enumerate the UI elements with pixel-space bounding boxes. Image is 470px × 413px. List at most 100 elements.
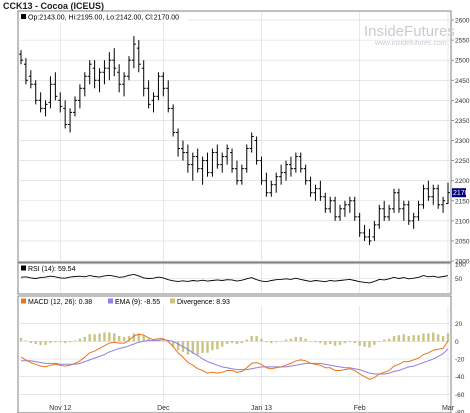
divergence-bar <box>186 341 190 355</box>
macd-tick-label: -60 <box>455 392 465 399</box>
divergence-bar <box>358 341 361 346</box>
divergence-bar <box>353 341 356 344</box>
divergence-bar <box>176 341 180 351</box>
price-bar <box>146 80 151 109</box>
price-bar <box>190 152 195 181</box>
price-bar <box>264 172 269 197</box>
price-tick-label: 2550 <box>455 38 470 45</box>
price-bar <box>38 92 43 113</box>
divergence-bar <box>309 341 312 342</box>
price-bar <box>156 72 161 101</box>
watermark-url: www.insidefutures.com <box>374 40 447 47</box>
divergence-bar <box>216 341 219 350</box>
x-tick-label: Jan 13 <box>251 405 272 412</box>
price-bar <box>342 200 347 217</box>
divergence-bar <box>201 341 204 353</box>
price-bar <box>377 204 382 229</box>
divergence-bar <box>436 334 440 342</box>
rsi-tick-label: 50 <box>455 276 463 283</box>
ohlc-close: Cl:2170.00 <box>145 15 179 22</box>
price-bar <box>392 188 397 213</box>
divergence-histogram <box>19 332 450 355</box>
divergence-bar <box>387 338 391 342</box>
price-bar <box>426 180 431 201</box>
price-bar <box>220 152 225 173</box>
divergence-bar <box>117 336 121 342</box>
divergence-bar <box>73 340 77 342</box>
price-tick-label: 2400 <box>455 98 470 105</box>
watermark-brand: InsideFutures <box>364 23 455 40</box>
divergence-bar <box>412 335 415 342</box>
price-tick-label: 2250 <box>455 158 470 165</box>
price-bar <box>308 176 313 197</box>
price-bar <box>279 164 284 185</box>
price-bar <box>347 196 352 213</box>
divergence-bar <box>225 341 229 344</box>
divergence-bar <box>39 341 42 345</box>
divergence-bar <box>221 341 224 347</box>
macd-tick-label: -80 <box>455 410 465 413</box>
price-bar <box>63 100 68 129</box>
price-bar <box>72 96 77 117</box>
divergence-bar <box>63 341 67 344</box>
x-tick-label: Mar <box>442 405 455 412</box>
price-bar <box>318 180 323 201</box>
macd-axis: -80 -60 -40 -20 0 20 <box>455 321 465 413</box>
divergence-bar <box>127 336 131 342</box>
price-bar <box>328 196 333 213</box>
price-bar <box>43 100 48 117</box>
macd-legend-label: MACD (12, 26): 0.38 <box>28 299 92 306</box>
macd-tick-label: 0 <box>455 339 459 346</box>
price-tick-label: 2450 <box>455 78 470 85</box>
price-bar <box>249 132 254 153</box>
macd-tick-label: 20 <box>455 321 463 328</box>
divergence-bar <box>206 341 209 353</box>
price-bar <box>239 164 244 185</box>
price-bar <box>293 152 298 173</box>
price-bar <box>357 212 362 237</box>
divergence-bar <box>338 341 342 345</box>
price-tick-label: 2100 <box>455 218 470 225</box>
price-bar <box>151 92 156 113</box>
divergence-bar <box>407 336 410 342</box>
price-bar <box>436 184 441 209</box>
divergence-bar <box>368 341 371 348</box>
divergence-legend-swatch <box>170 298 175 304</box>
price-bar <box>284 160 289 181</box>
macd-legend-swatch <box>21 298 26 304</box>
divergence-bar <box>132 333 136 342</box>
ohlc-high: Hi:2195.00 <box>68 15 102 22</box>
rsi-axis: 50 100 <box>455 262 466 284</box>
ema-legend-swatch <box>108 298 113 304</box>
price-bar <box>68 108 73 133</box>
price-bar <box>180 140 185 161</box>
price-bar <box>185 144 190 173</box>
divergence-bar <box>319 341 322 344</box>
ohlc-open: Op:2143.00 <box>28 15 65 22</box>
price-bar <box>171 104 176 137</box>
rsi-legend-swatch <box>21 265 26 271</box>
price-ohlc-bars <box>19 36 450 245</box>
x-tick-label: Feb <box>354 405 366 412</box>
ema-legend-label: EMA (9): -8.55 <box>115 299 160 306</box>
divergence-bar <box>245 339 248 342</box>
divergence-bar <box>108 332 111 342</box>
divergence-bar <box>191 341 194 354</box>
price-bar <box>87 60 92 85</box>
divergence-bar <box>93 334 96 342</box>
divergence-bar <box>397 335 401 342</box>
price-bar <box>176 128 181 157</box>
price-bar <box>362 224 367 241</box>
price-bar <box>82 72 87 97</box>
price-tick-label: 2600 <box>455 18 470 25</box>
price-bar <box>166 80 171 113</box>
rsi-line <box>20 273 449 284</box>
divergence-bar <box>427 333 430 342</box>
divergence-bar <box>113 333 116 342</box>
divergence-bar <box>402 334 406 342</box>
price-bar <box>387 204 392 221</box>
divergence-bar <box>329 341 332 344</box>
price-bar <box>225 144 230 165</box>
price-bar <box>33 80 38 105</box>
